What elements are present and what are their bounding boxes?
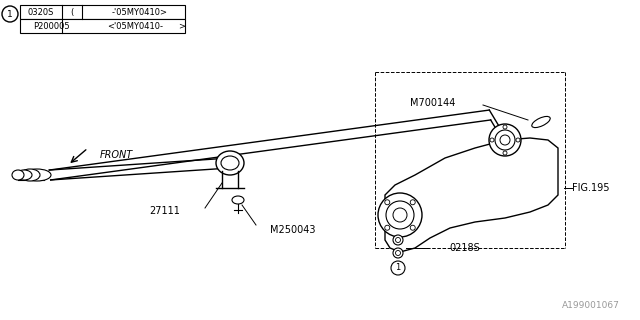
Circle shape xyxy=(489,124,521,156)
Ellipse shape xyxy=(221,156,239,170)
Circle shape xyxy=(385,200,390,205)
Ellipse shape xyxy=(20,169,40,181)
Ellipse shape xyxy=(16,170,32,180)
Circle shape xyxy=(393,235,403,245)
Text: 0218S: 0218S xyxy=(450,243,481,253)
Circle shape xyxy=(378,193,422,237)
Bar xyxy=(20,19,185,33)
Circle shape xyxy=(503,125,507,129)
Text: A199001067: A199001067 xyxy=(562,301,620,310)
Circle shape xyxy=(410,200,415,205)
Circle shape xyxy=(396,251,401,255)
Text: FIG.195: FIG.195 xyxy=(572,183,609,193)
Circle shape xyxy=(495,130,515,150)
Text: P200005: P200005 xyxy=(33,21,69,30)
Circle shape xyxy=(516,138,520,142)
Circle shape xyxy=(385,225,390,230)
Ellipse shape xyxy=(23,169,51,181)
Circle shape xyxy=(500,135,510,145)
Ellipse shape xyxy=(232,196,244,204)
Text: >: > xyxy=(179,21,186,30)
Text: 1: 1 xyxy=(7,10,13,19)
Circle shape xyxy=(393,208,407,222)
Text: <'05MY0410-: <'05MY0410- xyxy=(107,21,163,30)
Circle shape xyxy=(490,138,494,142)
Text: (: ( xyxy=(70,7,74,17)
Circle shape xyxy=(393,248,403,258)
Text: -'05MY0410>: -'05MY0410> xyxy=(112,7,168,17)
Polygon shape xyxy=(385,138,558,252)
Circle shape xyxy=(386,201,414,229)
Text: FRONT: FRONT xyxy=(100,150,133,160)
Circle shape xyxy=(2,6,18,22)
Circle shape xyxy=(396,237,401,243)
Bar xyxy=(20,5,185,19)
Circle shape xyxy=(503,151,507,155)
Circle shape xyxy=(391,261,405,275)
Ellipse shape xyxy=(532,116,550,128)
Ellipse shape xyxy=(12,170,24,180)
Text: M250043: M250043 xyxy=(270,225,316,235)
Text: 0320S: 0320S xyxy=(28,7,54,17)
Circle shape xyxy=(410,225,415,230)
Text: M700144: M700144 xyxy=(410,98,456,108)
Text: 27111: 27111 xyxy=(150,206,180,216)
Text: 1: 1 xyxy=(396,263,401,273)
Ellipse shape xyxy=(216,151,244,175)
